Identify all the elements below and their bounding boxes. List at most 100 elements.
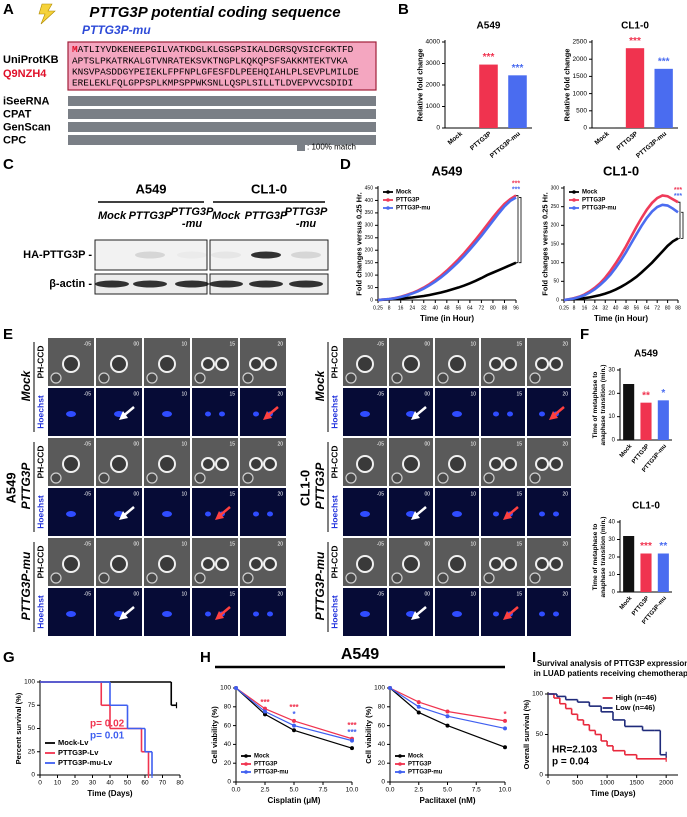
point: [263, 709, 267, 714]
panel-label: F: [580, 326, 589, 343]
time-stamp: 10: [470, 441, 476, 447]
nucleus: [267, 611, 273, 617]
time-stamp: 15: [229, 491, 235, 497]
blot-band: [175, 280, 209, 288]
time-stamp: 20: [562, 491, 568, 497]
bar: [623, 384, 635, 440]
y-axis-label: Overall survival (%): [522, 699, 531, 769]
cell: [215, 457, 229, 471]
cell: [50, 472, 62, 484]
y-tick-label: 1000: [573, 90, 588, 97]
x-tick-label: 10.0: [346, 787, 359, 794]
arrow-head: [263, 411, 272, 420]
point: [416, 704, 421, 709]
chart-title: in LUAD patients receiving chemotherapy: [534, 669, 687, 678]
time-stamp: 10: [181, 341, 187, 347]
y-tick-label: 0: [583, 125, 587, 132]
sequence-line: KNSVPASDDGYPEIEKLFPFNPLGFESFDLPEEHQIAHLP…: [72, 66, 359, 77]
nucleus: [253, 611, 259, 617]
lightning-icon: [38, 3, 56, 25]
cell: [62, 455, 80, 473]
nucleus: [66, 611, 76, 617]
point: [234, 686, 238, 690]
arrow-head: [503, 511, 512, 520]
x-tick-label: 16: [582, 305, 588, 311]
nucleus: [507, 411, 513, 417]
time-stamp: -05: [84, 441, 91, 447]
x-tick-label: 0.0: [385, 787, 394, 794]
x-tick-label: 0.25: [559, 305, 569, 311]
cell: [402, 355, 420, 373]
arrow-head: [411, 611, 420, 620]
y-tick-label: 50: [536, 731, 544, 738]
bar: [508, 75, 527, 128]
nucleus: [267, 511, 273, 517]
panel-label: I: [532, 649, 536, 666]
sequence-line: ERELEKLFQLGPPSPLKMPSPPWKSNLLQSPLSILLTLDV…: [72, 77, 353, 88]
cell: [263, 557, 277, 571]
legend-label: PTTG3P: [408, 762, 431, 768]
cell: [98, 372, 110, 384]
match-bar: [68, 109, 376, 119]
legend-marker: [386, 190, 390, 194]
blot-background: [94, 239, 208, 271]
x-tick-label: PTTG3P-mu: [489, 130, 522, 159]
channel-label: Hoechst: [35, 595, 45, 629]
match-bar: [68, 135, 376, 145]
x-tick-label: 32: [421, 305, 427, 311]
chart: 0 50 100 150 200 250 300 0.25 8 16 24 32 40 48 56 64 72 8…: [541, 163, 684, 323]
arrow-head: [119, 611, 128, 620]
cell: [503, 357, 517, 371]
legend-label: PTTG3P-mu-Lv: [58, 758, 113, 767]
chart-title: A549: [431, 163, 462, 178]
time-stamp: 20: [562, 341, 568, 347]
time-stamp: -05: [84, 491, 91, 497]
x-tick-label: 60: [141, 780, 149, 787]
significance: ***: [674, 187, 682, 194]
nucleus: [553, 611, 559, 617]
lane-label: -mu: [296, 218, 316, 230]
time-stamp: 00: [424, 391, 430, 397]
match-bar: [68, 96, 376, 106]
channel-label: PH-CCD: [329, 345, 339, 378]
significance: ***: [512, 180, 520, 187]
database-label: UniProtKB: [3, 54, 59, 66]
time-stamp: 00: [133, 341, 139, 347]
y-axis-label: Cell viability (%): [210, 706, 219, 764]
micrograph: [192, 588, 238, 636]
micrograph: [527, 388, 571, 436]
cell: [483, 372, 495, 384]
annotation: p = 0.04: [552, 757, 589, 768]
x-tick-label: Mock: [619, 595, 634, 611]
bar: [479, 64, 498, 128]
x-tick-label: PTTG3P: [616, 130, 640, 152]
legend-label: Low (n=46): [616, 703, 656, 712]
cell: [249, 457, 263, 471]
chart-title: CL1-0: [632, 501, 660, 512]
bracket: [681, 211, 684, 239]
y-tick-label: 300: [365, 223, 374, 229]
cell: [535, 557, 549, 571]
x-tick-label: 5.0: [443, 787, 452, 794]
condition-label: PTTG3P-mu: [19, 551, 33, 620]
panel-label: G: [3, 649, 15, 666]
nucleus: [360, 411, 370, 417]
channel-label: Hoechst: [35, 495, 45, 529]
significance: ***: [512, 63, 524, 74]
significance: ***: [347, 728, 357, 737]
cell: [263, 357, 277, 371]
legend-text: : 100% match: [307, 143, 356, 152]
cell: [489, 457, 503, 471]
annotation: p= 0.01: [90, 731, 125, 742]
bar: [623, 536, 635, 592]
y-axis-label: Relative fold change: [415, 49, 424, 122]
time-stamp: -05: [84, 391, 91, 397]
cell: [194, 472, 206, 484]
point: [503, 745, 507, 750]
y-axis-label: anaphase transition (min.): [600, 365, 607, 446]
y-tick-label: 0: [612, 438, 616, 444]
tool-label: iSeeRNA: [3, 95, 50, 107]
y-tick-label: 300: [551, 185, 560, 191]
cell: [146, 472, 158, 484]
